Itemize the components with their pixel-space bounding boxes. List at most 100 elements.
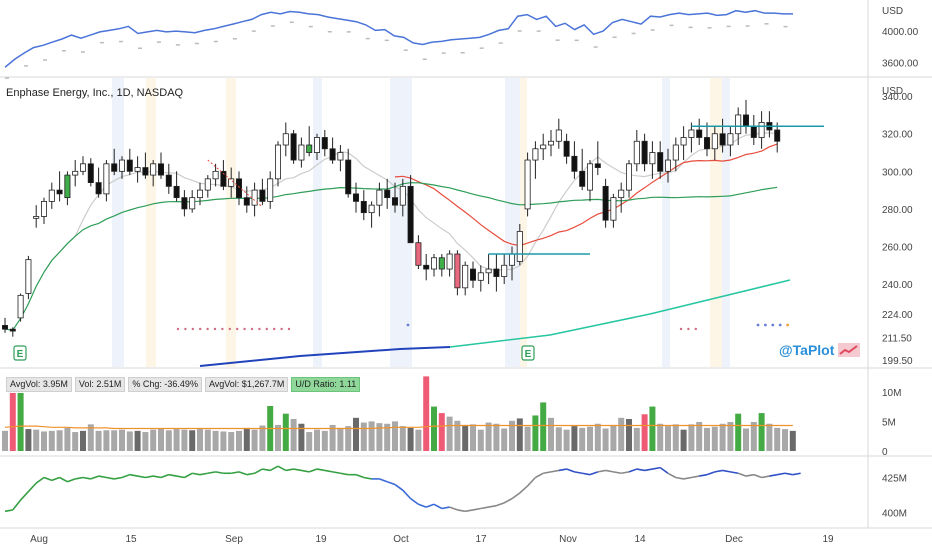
accumulation-line-segment [59,476,68,483]
volume-bar [665,426,671,451]
candle-body [165,174,172,187]
session-band [390,78,412,367]
stat-avg-dollar-volume: AvgVol: $1,267.7M [204,377,289,392]
volume-bar [407,427,414,451]
y-tick-label: 400M [882,509,907,520]
accumulation-line-segment [402,489,412,500]
comparison-step [707,27,712,29]
accumulation-line-segment [379,478,388,483]
trendline [207,159,263,208]
x-tick-label: Aug [30,534,48,545]
accumulation-line-segment [43,476,53,482]
trend-logo-icon [838,343,861,357]
accumulation-line-segment [12,499,22,511]
candle-body [641,140,648,165]
volume-bar [563,429,570,451]
candle-body [142,167,149,176]
accumulation-line-segment [82,476,91,480]
volume-bar [587,426,593,451]
accumulation-line-segment [519,485,529,494]
relative-strength-line [4,9,793,68]
comparison-step [156,41,161,43]
candle-body [696,129,703,138]
candle-body [80,163,87,172]
accumulation-line-segment [308,468,318,473]
volume-bar [314,429,320,451]
accumulation-line-segment [27,482,37,493]
accumulation-line-segment [410,497,419,505]
candle-body [469,268,476,281]
accumulation-line-segment [589,471,599,476]
signal-dot [406,323,410,327]
comparison-step [422,58,427,60]
volume-bar [329,424,336,451]
candle-body [181,197,188,210]
volume-bar [727,421,734,451]
volume-bar [633,427,640,451]
signal-dot [206,327,209,331]
accumulation-line-segment [340,472,349,476]
earnings-marker-label: E [17,349,24,360]
comparison-step [175,44,180,46]
accumulation-line-segment [121,473,131,479]
accumulation-line-segment [582,472,591,476]
comparison-step [631,32,636,35]
candle-body [267,178,274,202]
candle-body [508,253,515,266]
signal-dot [273,327,276,331]
volume-bar [103,430,110,451]
accumulation-line-segment [192,472,201,476]
candle-body [235,178,242,199]
volume-bar [228,432,235,451]
candle-body [103,163,110,195]
accumulation-line-segment [449,506,458,511]
accumulation-line-segment [145,475,154,479]
candle-body [555,129,562,142]
candle-body [672,144,679,161]
candle-body [688,129,695,138]
comparison-step [783,25,788,28]
candle-body [189,197,196,210]
volume-bar [431,406,437,451]
candle-body [462,264,469,289]
earnings-icon [521,345,535,361]
volume-bar [532,415,539,451]
volume-bar [758,413,765,451]
candle-body [399,185,406,206]
volume-bar [555,427,562,451]
candle-body [602,185,609,221]
volume-bar [111,430,118,451]
comparison-step [194,42,199,45]
signal-dot [176,327,180,331]
candle-body [274,144,281,180]
volume-bar [618,417,625,451]
candle-body [243,197,250,206]
volume-bar [462,424,469,451]
volume-bar [376,423,383,451]
accumulation-line-segment [465,509,474,513]
volume-bar [275,424,281,451]
volume-bar [688,424,695,451]
candle-body [259,189,266,202]
accumulation-line-segment [566,468,575,473]
comparison-step [460,52,465,54]
y-tick-label: 4000.00 [882,27,919,38]
volume-bar [485,422,492,451]
volume-bar [220,431,227,451]
stat-percent-change: % Chg: -36.49% [128,377,202,392]
accumulation-line-segment [457,509,466,513]
comparison-step [650,29,655,31]
volume-bar [25,429,32,451]
volume-bar [368,421,375,451]
candle-body [493,268,500,277]
comparison-step [441,52,446,54]
candle-body [618,189,625,199]
signal-dot [213,327,217,331]
candle-body [111,163,118,172]
candle-body [501,264,508,277]
candle-body [126,159,133,172]
accumulation-line-segment [691,475,700,479]
volume-bar [126,431,133,451]
volume-bar [41,431,47,451]
